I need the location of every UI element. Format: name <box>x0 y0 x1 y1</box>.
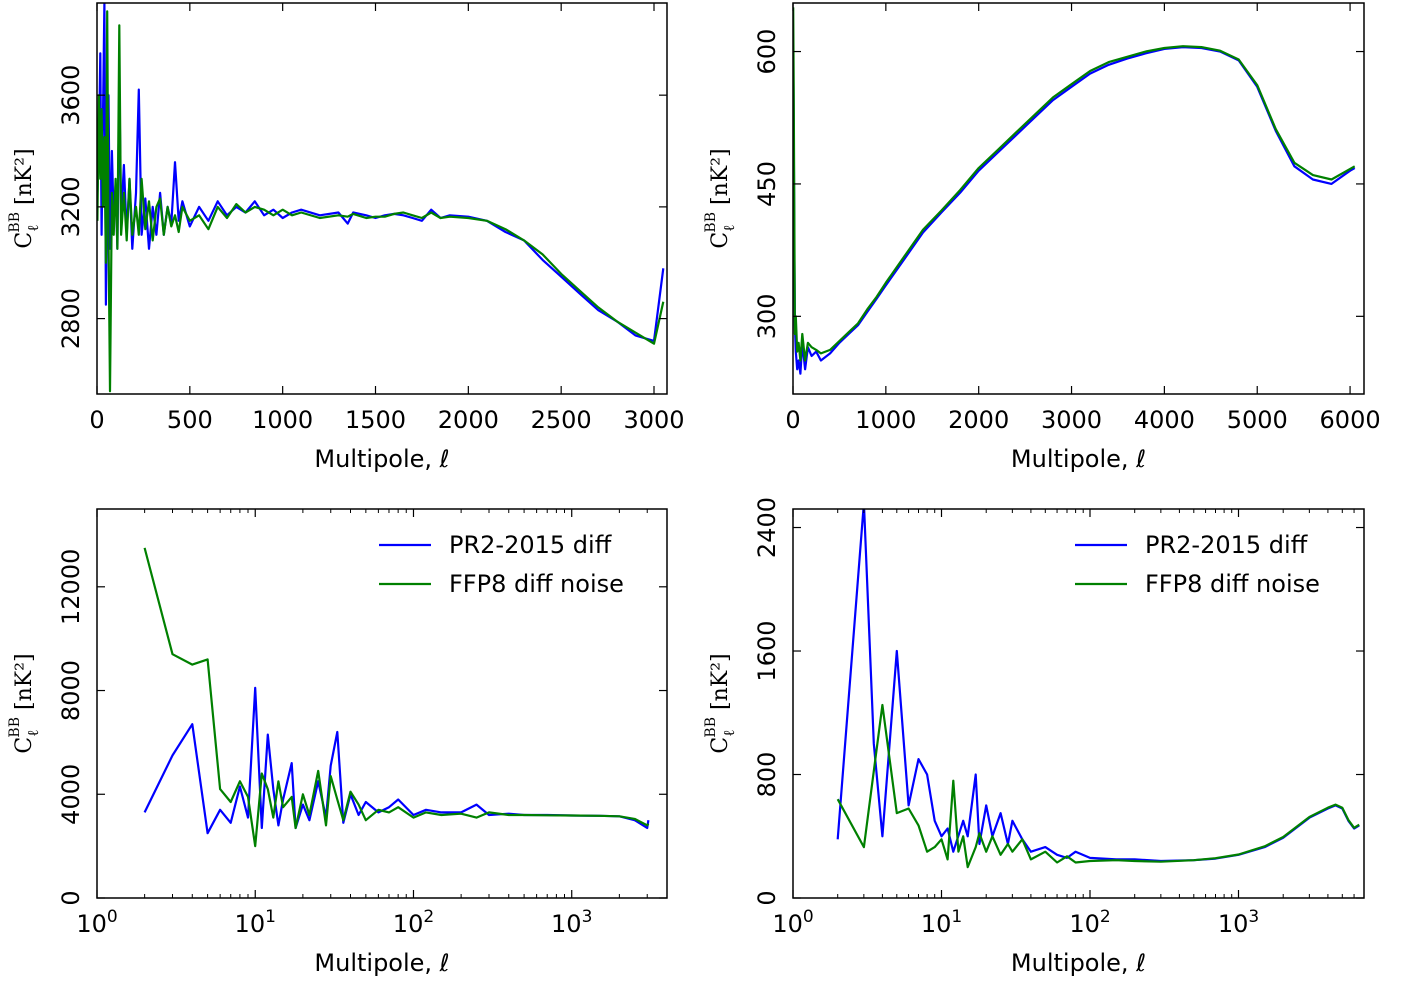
chart-panel-4: 100 101 102 103 0 800 1600 2400 Multipole, ℓ CℓBB… <box>703 497 1365 977</box>
x-tick-label: 2500 <box>531 406 592 434</box>
y-axis-label: CℓBB [nK²] <box>703 148 738 248</box>
x-tick-label: 3000 <box>1041 406 1102 434</box>
x-tick-label: 101 <box>235 907 276 938</box>
axes-frame <box>96 2 668 395</box>
y-tick-label: 300 <box>753 293 781 339</box>
axes-frame <box>792 2 1365 395</box>
y-axis-label: CℓBB [nK²] <box>7 653 42 753</box>
y-tick-label: 3200 <box>57 176 85 237</box>
y-tick-label: 1600 <box>753 620 781 681</box>
series-line-2 <box>97 10 665 393</box>
x-tick-label: 6000 <box>1320 406 1381 434</box>
y-tick-label: 8000 <box>57 660 85 721</box>
x-axis-label: Multipole, ℓ <box>314 445 449 473</box>
x-tick-label: 102 <box>1069 907 1110 938</box>
y-tick-label: 600 <box>753 29 781 75</box>
chart-panel-3: 100 101 102 103 0 4000 8000 12000 Multipole, ℓ Cℓ… <box>7 508 668 977</box>
x-axis-label: Multipole, ℓ <box>1011 445 1146 473</box>
y-tick-label: 800 <box>753 752 781 798</box>
legend-label-1: PR2-2015 diff <box>1145 531 1308 559</box>
y-tick-label: 2400 <box>753 497 781 558</box>
series-line-2 <box>143 547 650 848</box>
x-tick-label: 1000 <box>252 406 313 434</box>
legend-label-2: FFP8 diff noise <box>1145 570 1320 598</box>
series-line-2 <box>836 703 1360 869</box>
y-tick-label: 12000 <box>57 549 85 625</box>
series-line-2 <box>793 7 1356 362</box>
chart-panel-1: 0 500 1000 1500 2000 2500 3000 2800 3200 3600 Mult… <box>7 2 685 473</box>
x-tick-label: 0 <box>785 406 800 434</box>
x-tick-label: 102 <box>393 907 434 938</box>
series-line-1 <box>143 686 650 835</box>
x-axis-label: Multipole, ℓ <box>1011 949 1146 977</box>
y-tick-label: 0 <box>57 890 85 905</box>
axes-frame <box>96 508 668 899</box>
x-tick-label: 5000 <box>1227 406 1288 434</box>
y-tick-label: 0 <box>753 890 781 905</box>
x-tick-label: 0 <box>89 406 104 434</box>
x-tick-label: 100 <box>772 907 813 938</box>
y-tick-label: 4000 <box>57 764 85 825</box>
x-tick-label: 4000 <box>1134 406 1195 434</box>
x-tick-label: 1000 <box>855 406 916 434</box>
legend-label-2: FFP8 diff noise <box>449 570 624 598</box>
x-tick-label: 1500 <box>345 406 406 434</box>
x-tick-label: 2000 <box>948 406 1009 434</box>
y-tick-label: 450 <box>753 161 781 207</box>
series-line-1 <box>793 45 1356 375</box>
y-axis-label: CℓBB [nK²] <box>703 653 738 753</box>
y-tick-label: 3600 <box>57 65 85 126</box>
y-axis-label: CℓBB [nK²] <box>7 148 42 248</box>
x-tick-label: 103 <box>1218 907 1259 938</box>
x-tick-label: 103 <box>551 907 592 938</box>
x-axis-label: Multipole, ℓ <box>314 949 449 977</box>
x-tick-label: 3000 <box>623 406 684 434</box>
legend-label-1: PR2-2015 diff <box>449 531 612 559</box>
x-tick-label: 101 <box>921 907 962 938</box>
y-tick-label: 2800 <box>57 288 85 349</box>
chart-panel-2: 0 1000 2000 3000 4000 5000 6000 300 450 600 Multip… <box>703 2 1381 473</box>
x-tick-label: 100 <box>76 907 117 938</box>
x-tick-label: 2000 <box>438 406 499 434</box>
x-tick-label: 500 <box>167 406 213 434</box>
axes-frame <box>792 508 1365 899</box>
